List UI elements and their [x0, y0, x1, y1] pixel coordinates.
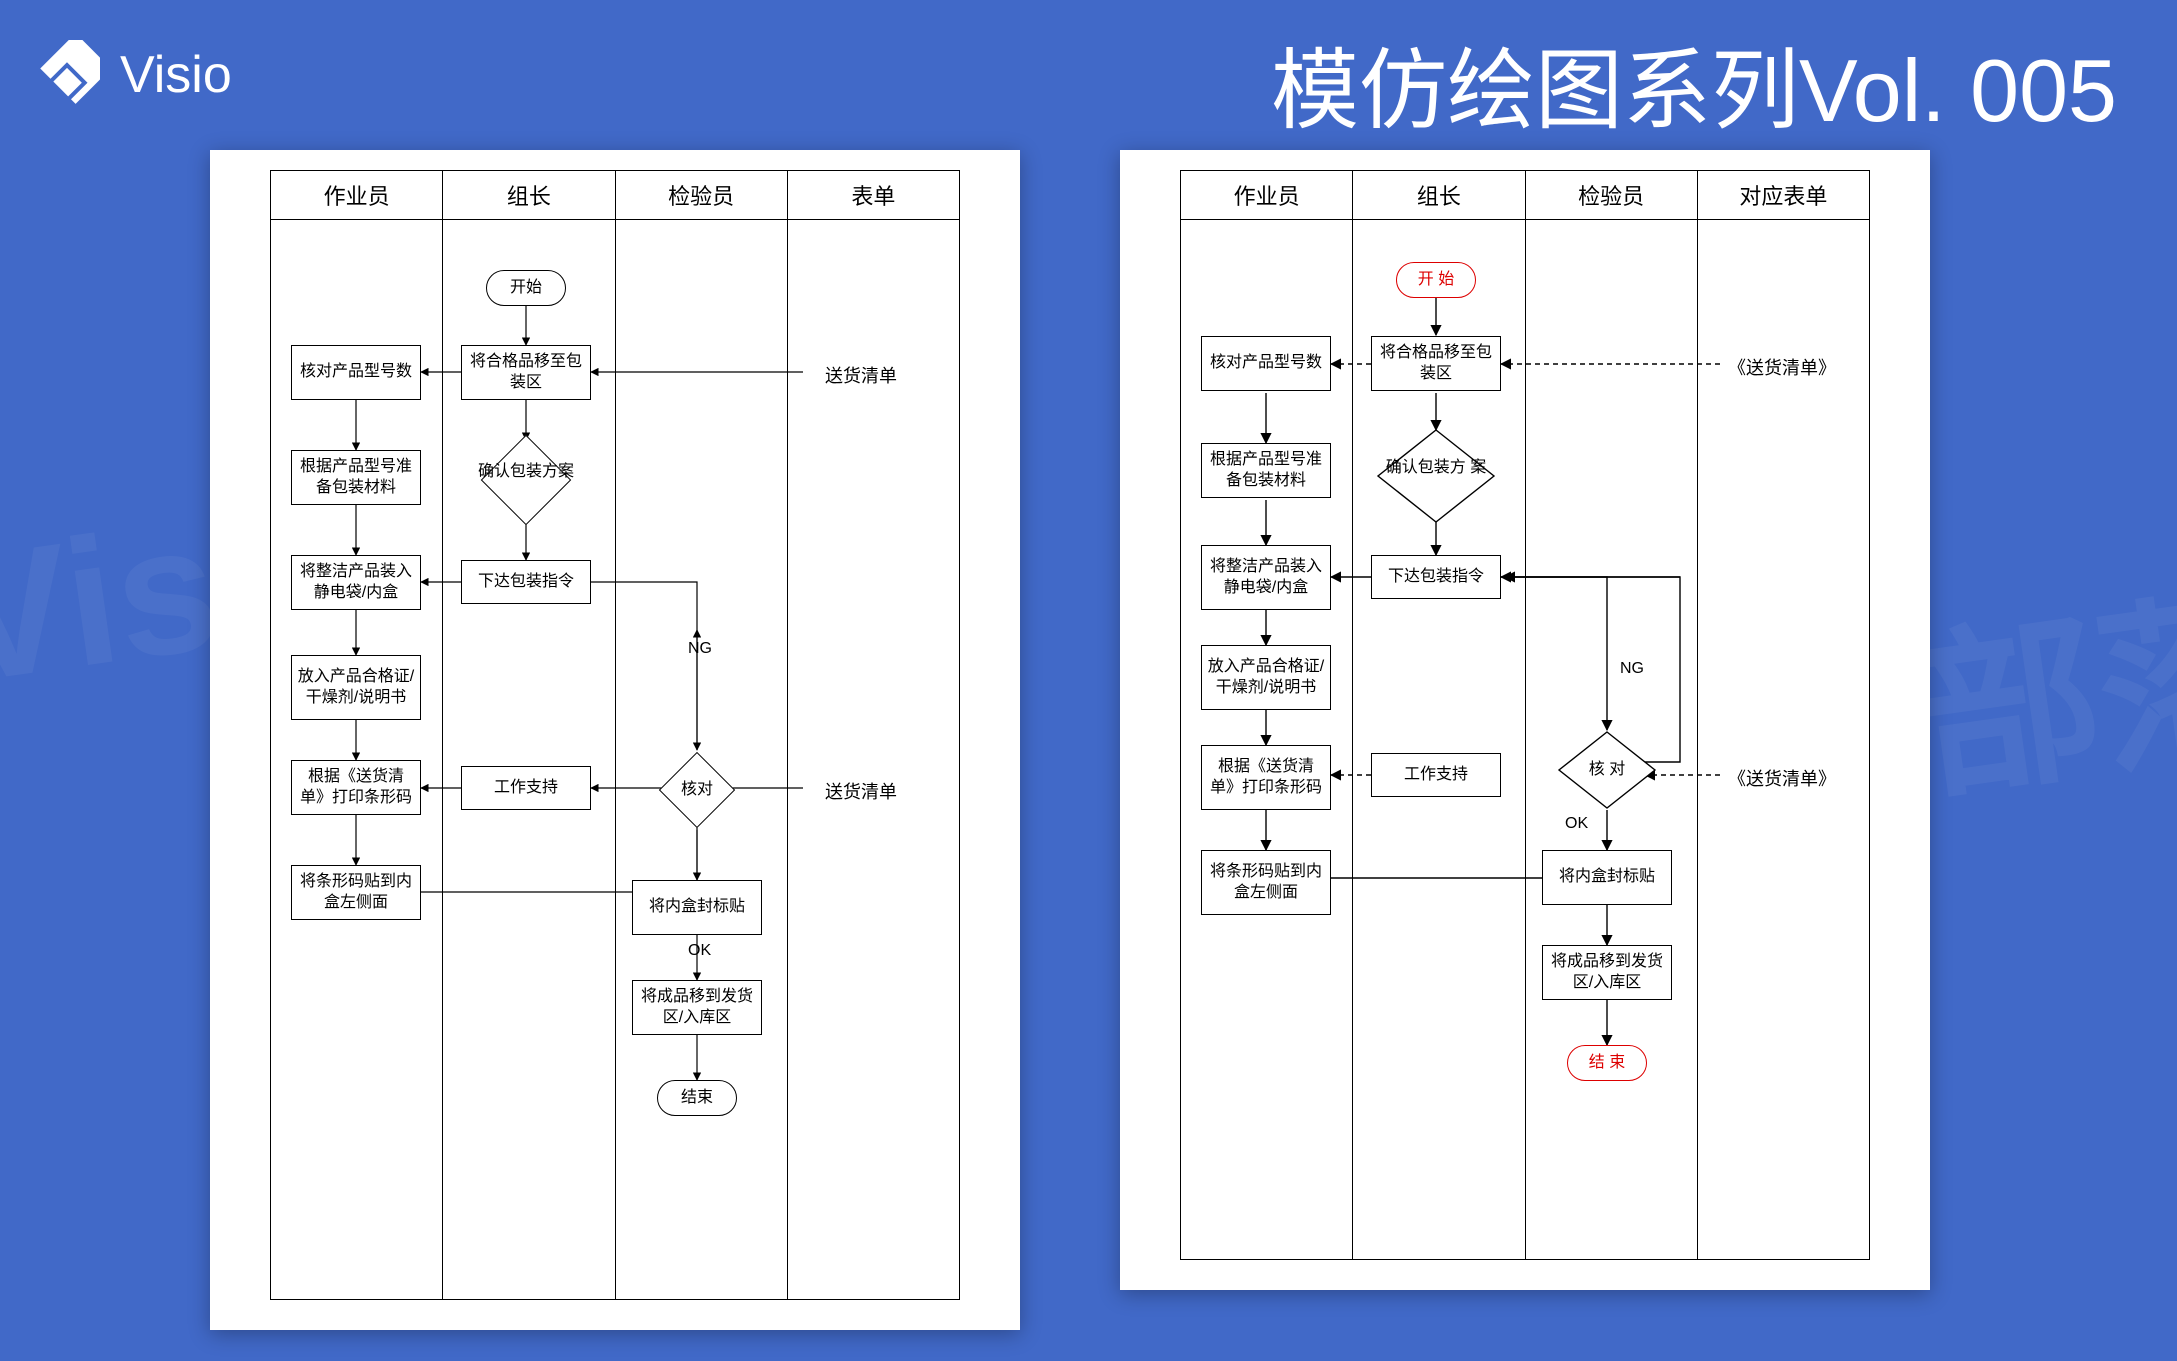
header: Visio 模仿绘图系列Vol. 005	[0, 0, 2177, 150]
flowchart-right: 作业员 组长 检验员 对应表单	[1120, 150, 1930, 1290]
app-name: Visio	[120, 45, 232, 105]
process-node: 工作支持	[1371, 753, 1501, 797]
lane-header: 对应表单	[1698, 171, 1869, 219]
process-node: 将内盒封标贴	[632, 880, 762, 935]
watermark: 部落	[1901, 526, 2177, 835]
flowchart-left: 作业员 组长 检验员 表单	[210, 150, 1020, 1330]
form-ref: 送货清单	[825, 778, 897, 804]
lane-header: 组长	[443, 171, 615, 219]
process-node: 将整洁产品装入静电袋/内盒	[291, 555, 421, 610]
form-ref: 送货清单	[825, 362, 897, 388]
form-ref: 《送货清单》	[1728, 354, 1836, 380]
form-ref: 《送货清单》	[1728, 765, 1836, 791]
process-node: 将合格品移至包装区	[461, 345, 591, 400]
decision-shape	[1376, 428, 1496, 524]
process-node: 放入产品合格证/干燥剂/说明书	[291, 655, 421, 720]
process-node: 根据产品型号准备包装材料	[291, 450, 421, 505]
process-node: 将条形码贴到内盒左侧面	[1201, 850, 1331, 915]
start-node: 开 始	[1396, 262, 1476, 298]
lane-header: 表单	[788, 171, 959, 219]
process-node: 将内盒封标贴	[1542, 850, 1672, 905]
visio-icon	[40, 40, 100, 110]
process-node: 下达包装指令	[461, 560, 591, 604]
process-node: 将成品移到发货区/入库区	[632, 980, 762, 1035]
swimlane-header-right: 作业员 组长 检验员 对应表单	[1180, 170, 1870, 220]
start-node: 开始	[486, 270, 566, 306]
process-node: 下达包装指令	[1371, 555, 1501, 599]
page-title: 模仿绘图系列Vol. 005	[1271, 20, 2117, 147]
lane-header: 作业员	[1181, 171, 1353, 219]
lane-header: 检验员	[1526, 171, 1698, 219]
process-node: 将成品移到发货区/入库区	[1542, 945, 1672, 1000]
process-node: 根据产品型号准备包装材料	[1201, 443, 1331, 498]
edge-label-ok: OK	[688, 942, 711, 960]
process-node: 工作支持	[461, 766, 591, 810]
process-node: 将合格品移至包装区	[1371, 336, 1501, 391]
process-node: 根据《送货清单》打印条形码	[1201, 745, 1331, 810]
decision-shape	[1557, 730, 1657, 810]
process-node: 核对产品型号数	[1201, 336, 1331, 391]
edge-label-ng: NG	[1620, 660, 1644, 678]
lane-header: 组长	[1353, 171, 1525, 219]
process-node: 将整洁产品装入静电袋/内盒	[1201, 545, 1331, 610]
end-node: 结 束	[1567, 1045, 1647, 1081]
edge-label-ng: NG	[688, 640, 712, 658]
swimlane-header-left: 作业员 组长 检验员 表单	[270, 170, 960, 220]
end-node: 结束	[657, 1080, 737, 1116]
lane-header: 检验员	[616, 171, 788, 219]
watermark: Vis	[0, 482, 230, 724]
process-node: 根据《送货清单》打印条形码	[291, 760, 421, 815]
lane-header: 作业员	[271, 171, 443, 219]
process-node: 核对产品型号数	[291, 345, 421, 400]
process-node: 将条形码贴到内盒左侧面	[291, 865, 421, 920]
edge-label-ok: OK	[1565, 815, 1588, 833]
visio-logo: Visio	[40, 40, 232, 110]
process-node: 放入产品合格证/干燥剂/说明书	[1201, 645, 1331, 710]
